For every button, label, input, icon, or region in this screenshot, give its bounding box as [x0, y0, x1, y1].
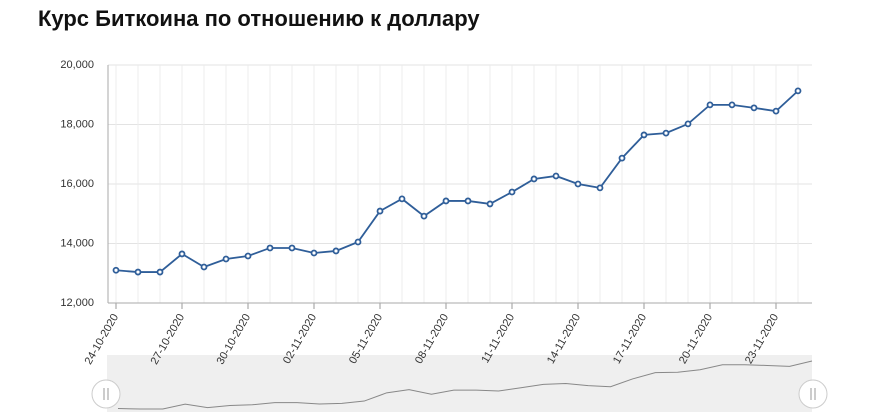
- point: [442, 197, 450, 205]
- point: [134, 268, 142, 276]
- point: [112, 266, 120, 274]
- point: [244, 252, 252, 260]
- point: [178, 250, 186, 258]
- navigator[interactable]: [107, 355, 812, 412]
- point: [552, 172, 560, 180]
- point: [618, 154, 626, 162]
- point: [420, 212, 428, 220]
- y-tick-label: 18,000: [60, 118, 94, 130]
- point: [596, 184, 604, 192]
- y-tick-label: 12,000: [60, 297, 94, 309]
- point: [640, 131, 648, 139]
- point: [354, 238, 362, 246]
- point: [398, 195, 406, 203]
- point: [464, 197, 472, 205]
- point: [574, 180, 582, 188]
- y-tick-label: 20,000: [60, 59, 94, 71]
- navigator-line: [117, 360, 813, 410]
- navigator-handle-left[interactable]: [91, 379, 121, 409]
- point: [728, 101, 736, 109]
- point: [376, 207, 384, 215]
- y-tick-label: 14,000: [60, 237, 94, 249]
- y-tick-label: 16,000: [60, 178, 94, 190]
- series-line: [115, 90, 799, 273]
- point: [332, 247, 340, 255]
- point: [706, 101, 714, 109]
- point: [222, 255, 230, 263]
- point: [200, 263, 208, 271]
- point: [662, 129, 670, 137]
- point: [486, 200, 494, 208]
- point: [530, 175, 538, 183]
- point: [508, 188, 516, 196]
- point: [794, 87, 802, 95]
- point: [310, 249, 318, 257]
- point: [266, 244, 274, 252]
- chart-title: Курс Биткоина по отношению к доллару: [38, 6, 480, 31]
- point: [288, 244, 296, 252]
- point: [684, 120, 692, 128]
- point: [750, 104, 758, 112]
- point: [772, 107, 780, 115]
- point: [156, 268, 164, 276]
- navigator-handle-right[interactable]: [798, 379, 828, 409]
